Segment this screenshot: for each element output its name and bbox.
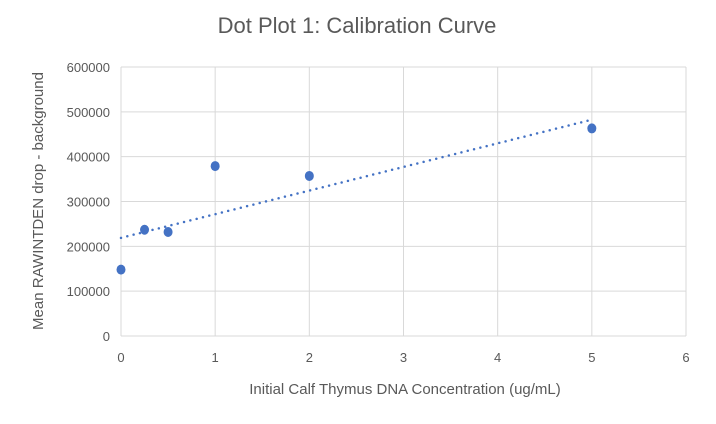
x-tick-label: 4 (494, 350, 501, 365)
y-tick-label: 100000 (67, 284, 110, 299)
y-tick-label: 200000 (67, 239, 110, 254)
x-axis-label: Initial Calf Thymus DNA Concentration (u… (249, 381, 561, 398)
x-tick-label: 5 (588, 350, 595, 365)
data-point (210, 161, 220, 172)
trendline (119, 118, 594, 240)
y-axis-label: Mean RAWINTDEN drop - background (30, 72, 47, 330)
y-tick-label: 0 (103, 329, 110, 344)
x-tick-label: 1 (212, 350, 219, 365)
data-point (116, 264, 126, 275)
y-tick-label: 500000 (67, 105, 110, 120)
data-point (140, 224, 150, 235)
y-tick-label: 300000 (67, 195, 110, 210)
x-tick-label: 6 (682, 350, 689, 365)
data-point (587, 123, 597, 134)
chart-title: Dot Plot 1: Calibration Curve (218, 13, 497, 38)
x-tick-label: 2 (306, 350, 313, 365)
y-tick-label: 600000 (67, 60, 110, 75)
x-tick-label: 0 (117, 350, 124, 365)
data-point (304, 170, 314, 181)
x-tick-label: 3 (400, 350, 407, 365)
y-tick-label: 400000 (67, 150, 110, 165)
data-point (163, 226, 173, 237)
